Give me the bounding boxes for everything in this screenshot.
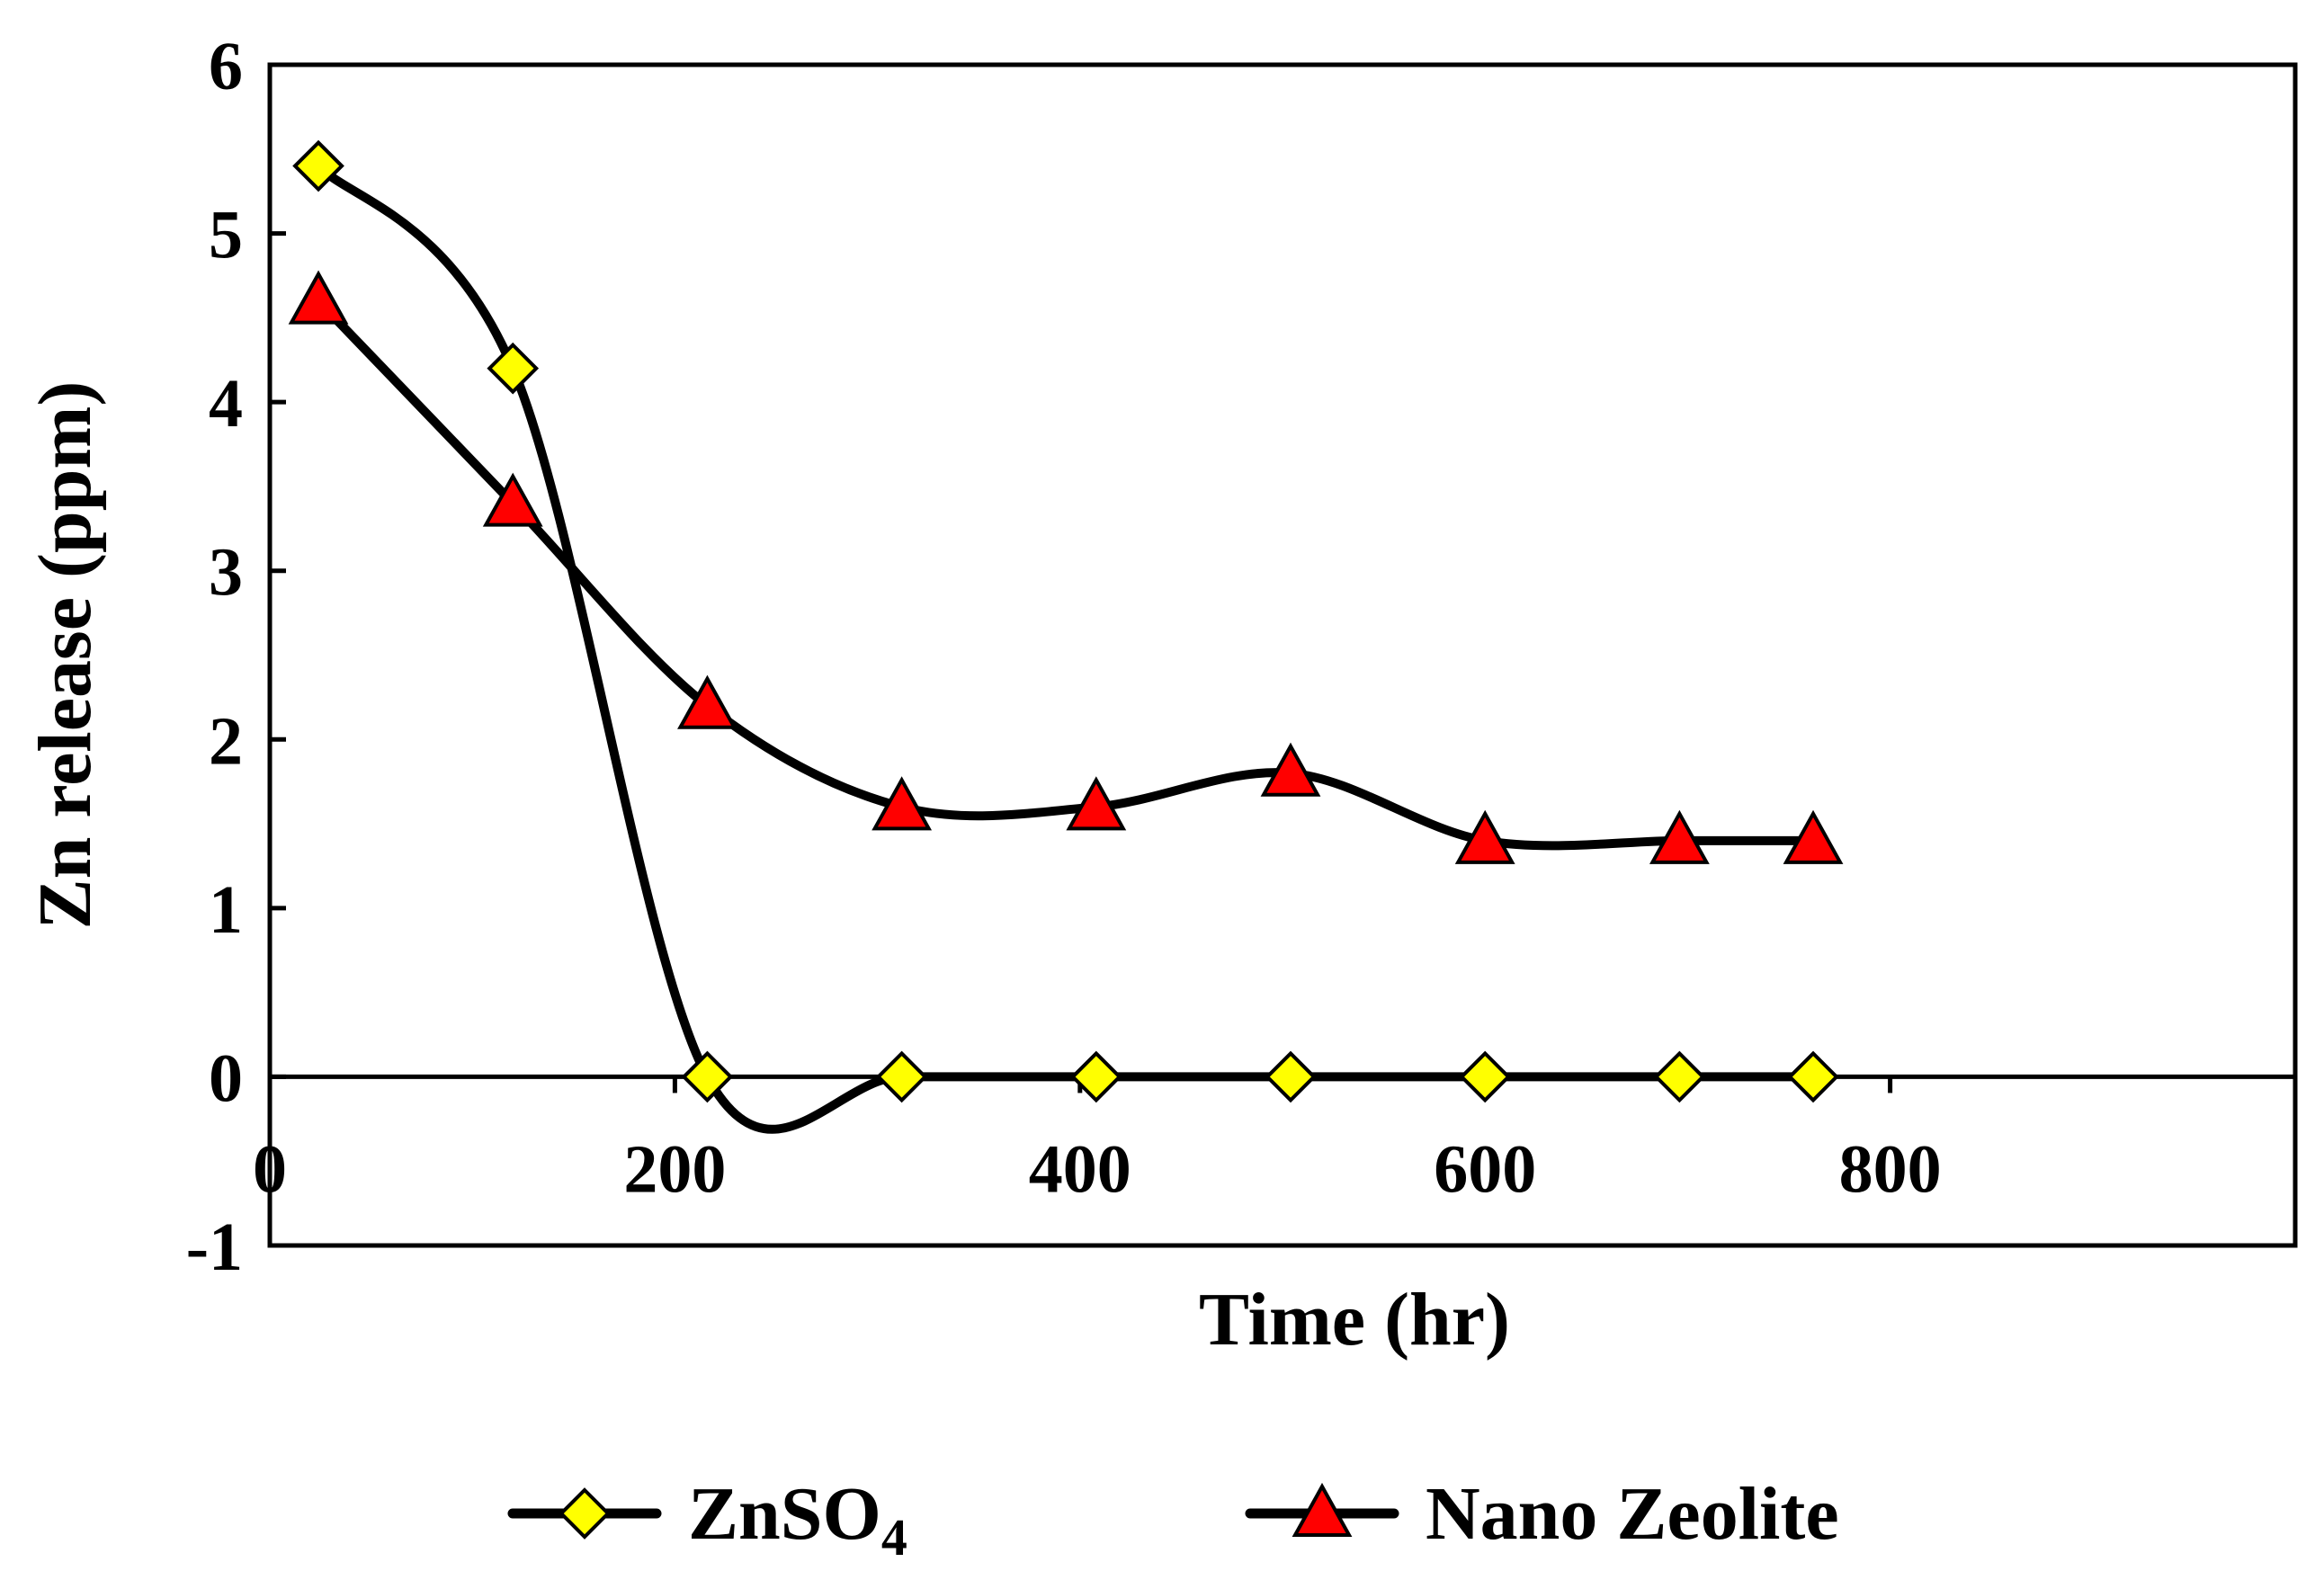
data-point [681,1050,734,1103]
data-point [1653,1050,1706,1103]
legend-item-znso4: ZnSO4 [507,1472,907,1567]
data-point [1069,1050,1122,1103]
legend-marker [1292,1482,1353,1537]
series-znso4 [292,139,1839,1134]
legend: ZnSO4 Nano Zeolite [507,1472,1839,1567]
legend-label: ZnSO4 [688,1472,907,1567]
y-tick-label: -1 [186,1210,243,1285]
legend-marker [559,1487,611,1540]
series-line [314,161,1819,1134]
series-layer [288,139,1844,1134]
x-tick-label: 400 [1029,1131,1131,1207]
data-point [1783,809,1844,864]
x-axis-title: Time (hr) [1199,1278,1510,1361]
x-tick-label: 800 [1839,1131,1942,1207]
y-tick-label: 1 [209,872,243,948]
data-point [292,139,344,192]
data-point [288,270,349,325]
data-point [487,342,540,395]
data-point [1066,776,1127,831]
data-point [1459,1050,1512,1103]
y-tick-label: 3 [209,535,243,611]
x-tick-label: 0 [253,1131,287,1207]
data-point [677,674,737,729]
data-point [482,472,543,527]
y-tick-label: 6 [209,29,243,104]
y-tick-label: 0 [209,1040,243,1116]
data-point [1454,809,1515,864]
y-axis-title: Zn release (ppm) [23,381,107,930]
data-point [1787,1050,1839,1103]
series-nano-zeolite [288,270,1844,864]
y-tick-label: 4 [209,366,243,442]
data-point [1265,1050,1317,1103]
legend-item-nano-zeolite: Nano Zeolite [1245,1472,1839,1556]
legend-label: Nano Zeolite [1426,1472,1839,1556]
data-point [1649,809,1710,864]
y-tick-label: 5 [209,198,243,273]
data-point [872,776,933,831]
series-line [314,296,1819,851]
data-point [1260,742,1321,797]
y-tick-label: 2 [209,703,243,779]
x-tick-label: 600 [1434,1131,1536,1207]
x-tick-label: 200 [623,1131,726,1207]
plot-frame [267,62,2298,1248]
data-point [875,1050,928,1103]
